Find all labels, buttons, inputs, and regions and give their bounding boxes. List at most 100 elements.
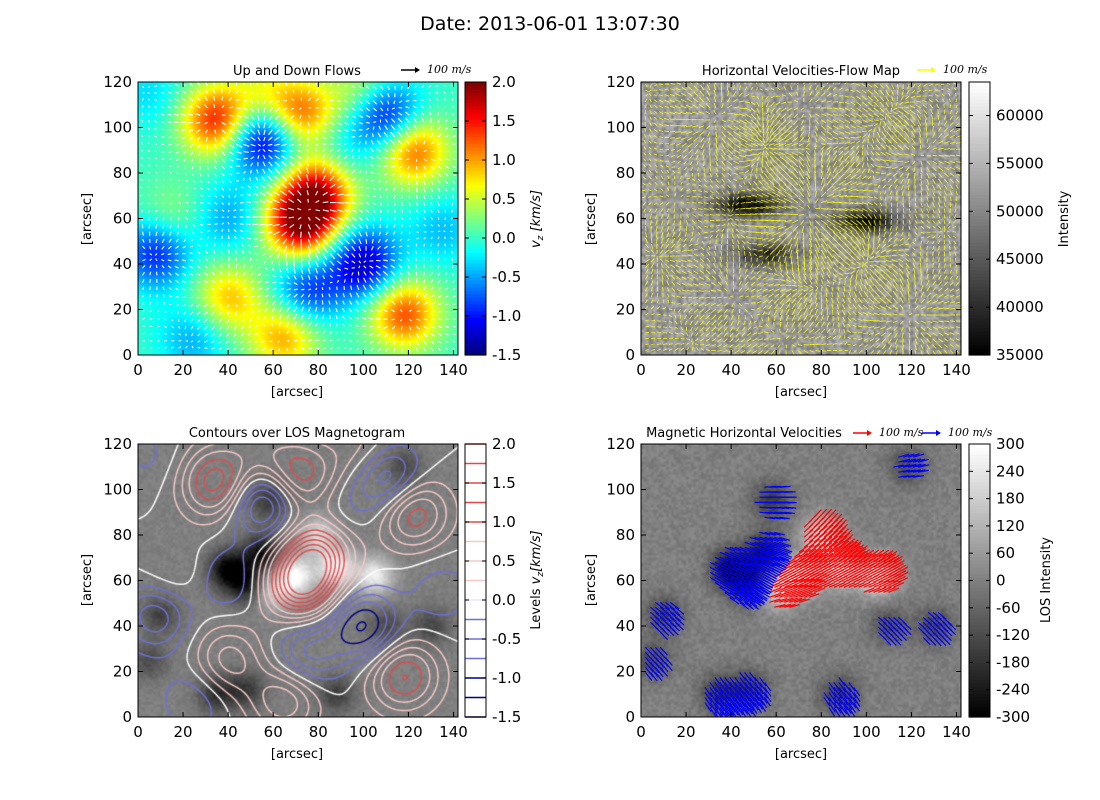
y-axis-label: [arcsec] <box>584 193 599 245</box>
quiver-arrow <box>908 453 920 458</box>
quiver-arrow <box>278 348 281 352</box>
quiver-arrow <box>721 178 725 183</box>
quiver-arrow <box>669 601 680 610</box>
quiver-arrow <box>397 148 403 153</box>
quiver-arrow <box>660 187 664 192</box>
quiver-arrow <box>391 112 396 116</box>
quiver-arrow <box>683 308 687 313</box>
quiver-arrow <box>899 237 904 242</box>
quiver-arrow <box>233 333 237 337</box>
quiver-arrow <box>791 297 797 304</box>
quiver-arrow <box>740 202 746 204</box>
quiver-arrow <box>372 93 377 98</box>
quiver-arrow <box>693 302 699 306</box>
quiver-arrow <box>881 243 887 249</box>
quiver-arrow <box>760 213 769 215</box>
quiver-arrow <box>423 140 426 145</box>
quiver-arrow <box>235 136 243 142</box>
quiver-arrow <box>820 125 826 130</box>
quiver-arrow <box>820 267 825 275</box>
quiver-arrow <box>729 702 739 716</box>
quiver-arrow <box>739 677 749 689</box>
quiver-arrow <box>952 231 957 233</box>
quiver-arrow <box>659 202 664 205</box>
quiver-arrow <box>826 237 835 246</box>
quiver-arrow <box>838 581 851 588</box>
quiver-arrow <box>233 326 237 330</box>
quiver-arrow <box>826 315 829 321</box>
quiver-arrow <box>750 107 756 113</box>
quiver-arrow <box>789 591 806 598</box>
quiver-arrow <box>870 163 875 168</box>
quiver-arrow <box>753 320 758 323</box>
quiver-arrow <box>164 311 167 313</box>
quiver-arrow <box>838 150 844 156</box>
quiver-arrow <box>790 255 793 264</box>
quiver-arrow <box>749 251 752 256</box>
quiver-arrow <box>437 173 442 177</box>
quiver-arrow <box>358 155 361 160</box>
quiver-arrow <box>856 269 859 274</box>
quiver-arrow <box>820 315 824 322</box>
quiver-arrow <box>452 143 457 145</box>
quiver-arrow <box>764 344 769 348</box>
quiver-arrow <box>715 166 719 172</box>
quiver-arrow <box>932 268 935 274</box>
quiver-arrow <box>777 255 781 263</box>
quiver-arrow <box>897 124 904 132</box>
quiver-arrow <box>826 273 831 279</box>
quiver-arrow <box>282 114 288 120</box>
quiver-arrow <box>688 243 693 247</box>
quiver-arrow <box>645 646 653 656</box>
colorbar-label: Intensity <box>1057 190 1072 247</box>
quiver-arrow <box>793 552 809 563</box>
quiver-arrow <box>843 707 851 717</box>
quiver-arrow <box>899 243 904 247</box>
quiver-arrow <box>754 536 767 542</box>
quiver-arrow <box>364 162 367 167</box>
quiver-arrow <box>791 143 799 147</box>
quiver-arrow <box>406 257 410 262</box>
quiver-arrow <box>141 231 144 236</box>
quiver-arrow <box>371 133 374 138</box>
quiver-arrow <box>885 263 892 269</box>
quiver-arrow <box>906 278 910 286</box>
quiver-arrow <box>717 281 722 286</box>
quiver-arrow <box>669 99 675 103</box>
quiver-arrow <box>733 119 741 124</box>
quiver-arrow <box>734 697 745 712</box>
quiver-arrow <box>733 125 741 131</box>
quiver-arrow <box>883 231 887 238</box>
panel-up-down-flows: Up and Down Flows [arcsec] [arcsec] vz [… <box>80 64 546 400</box>
quiver-arrow <box>744 561 765 573</box>
quiver-arrow <box>791 308 796 316</box>
quiver-arrow <box>648 134 652 138</box>
quiver-arrow <box>875 172 880 174</box>
quiver-arrow <box>206 173 210 177</box>
quiver-arrow <box>815 288 819 292</box>
quiver-arrow <box>809 285 814 289</box>
quiver-arrow <box>850 107 856 112</box>
quiver-arrow <box>768 293 774 298</box>
quiver-arrow <box>683 237 687 243</box>
quiver-arrow <box>189 82 194 87</box>
quiver-arrow <box>833 697 843 710</box>
quiver-arrow <box>789 604 800 608</box>
quiver-arrow <box>850 125 857 129</box>
quiver-arrow <box>724 581 742 594</box>
quiver-arrow <box>243 170 247 174</box>
quiver-arrow <box>430 209 433 214</box>
quiver-arrow <box>182 288 186 291</box>
quiver-arrow <box>235 271 238 276</box>
quiver-arrow <box>853 692 861 703</box>
quiver-arrow <box>803 273 807 280</box>
quiver-arrow <box>777 198 787 203</box>
quiver-arrow <box>214 180 217 184</box>
quiver-arrow <box>149 246 152 250</box>
quiver-arrow <box>235 249 237 254</box>
quiver-arrow <box>844 202 854 204</box>
quiver-arrow <box>423 173 427 178</box>
quiver-arrow <box>882 184 887 189</box>
quiver-arrow <box>715 172 719 178</box>
panel-title: Magnetic Horizontal Velocities <box>646 426 842 441</box>
